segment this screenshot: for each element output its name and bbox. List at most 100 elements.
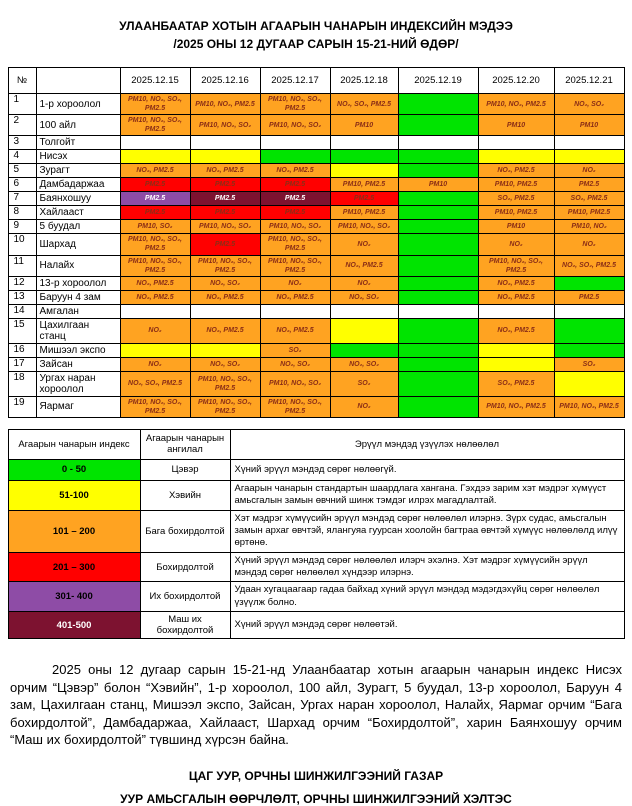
aqi-cell <box>553 135 625 151</box>
aqi-row: 14 Амгалан <box>7 303 625 319</box>
location-name: Хайлааст <box>35 205 121 221</box>
aqi-cell: PM2.5 <box>189 233 261 256</box>
aqi-cell <box>477 135 555 151</box>
aqi-cell: PM10, SO₂ <box>119 219 191 235</box>
aqi-cell: PM10, NO₂, SO₂, PM2.5 <box>189 395 261 418</box>
aqi-cell: NO₂, PM2.5 <box>259 163 331 179</box>
row-number: 1 <box>7 92 37 116</box>
aqi-cell: PM10, NO₂, PM2.5 <box>477 395 555 418</box>
aqi-cell <box>119 342 191 358</box>
aqi-cell: PM2.5 <box>189 191 261 207</box>
aqi-cell: PM2.5 <box>553 177 625 193</box>
location-name: Дамбадаржаа <box>35 177 121 193</box>
aqi-cell <box>397 205 479 221</box>
page-title: УЛААНБААТАР ХОТЫН АГААРЫН ЧАНАРЫН ИНДЕКС… <box>0 17 632 53</box>
aqi-cell: PM2.5 <box>259 177 331 193</box>
column-header-location <box>35 67 121 94</box>
aqi-range: 0 - 50 <box>7 458 141 481</box>
aqi-cell: SO₂, PM2.5 <box>553 191 625 207</box>
legend-row: 101 – 200 Бага бохирдолтой Хэт мэдрэг хүмү… <box>7 509 625 553</box>
row-number: 10 <box>7 233 37 256</box>
aqi-cell <box>397 233 479 256</box>
aqi-health-effect: Агаарын чанарын стандартын шаардлага хан… <box>229 479 625 511</box>
row-number: 12 <box>7 275 37 291</box>
aqi-cell: PM2.5 <box>553 289 625 305</box>
legend-row: 401-500 Маш их бохирдолтой Хүний эрүүл мэн… <box>7 611 625 640</box>
aqi-cell: PM10, NO₂, SO₂ <box>259 114 331 137</box>
aqi-cell: NO₂, SO₂ <box>189 275 261 291</box>
aqi-range: 401-500 <box>7 611 141 640</box>
aqi-cell: NO₂, PM2.5 <box>477 289 555 305</box>
aqi-cell: PM2.5 <box>189 205 261 221</box>
aqi-cell: PM10, NO₂, SO₂, PM2.5 <box>119 254 191 277</box>
aqi-health-effect: Хүний эрүүл мэндэд сөрөг нөлөөгүй. <box>229 458 625 481</box>
row-number: 2 <box>7 114 37 137</box>
aqi-cell: PM10 <box>329 114 399 137</box>
aqi-cell <box>397 163 479 179</box>
aqi-cell <box>397 342 479 358</box>
location-name: Мишээл экспо <box>35 342 121 358</box>
aqi-cell: NO₂, PM2.5 <box>189 289 261 305</box>
aqi-cell: PM2.5 <box>259 191 331 207</box>
aqi-cell: NO₂ <box>119 356 191 372</box>
location-name: Шархад <box>35 233 121 256</box>
aqi-cell: PM10, NO₂, SO₂ <box>259 219 331 235</box>
aqi-cell: NO₂, SO₂ <box>329 356 399 372</box>
aqi-cell <box>259 149 331 165</box>
aqi-cell: PM10, NO₂, PM2.5 <box>477 92 555 116</box>
title-line-1: УЛААНБААТАР ХОТЫН АГААРЫН ЧАНАРЫН ИНДЕКС… <box>119 19 513 33</box>
aqi-cell: PM10 <box>477 219 555 235</box>
aqi-cell: PM2.5 <box>119 205 191 221</box>
location-name: Цахилгаан станц <box>35 317 121 344</box>
column-header-num: № <box>7 67 37 94</box>
aqi-cell <box>397 114 479 137</box>
aqi-cell <box>329 149 399 165</box>
aqi-cell: NO₂, PM2.5 <box>119 163 191 179</box>
aqi-cell: NO₂ <box>553 233 625 256</box>
aqi-cell <box>553 303 625 319</box>
aqi-cell <box>259 135 331 151</box>
aqi-cell <box>397 370 479 397</box>
aqi-row: 5 Зурагт NO₂, PM2.5 NO₂, PM2.5 NO₂, PM2.5 NO₂… <box>7 163 625 179</box>
aqi-cell: NO₂, PM2.5 <box>119 289 191 305</box>
aqi-table-body: 1 1-р хороолол PM10, NO₂, SO₂, PM2.5 PM10, … <box>7 92 625 418</box>
aqi-row: 19 Яармаг PM10, NO₂, SO₂, PM2.5 PM10, NO₂, … <box>7 395 625 418</box>
location-name: Баруун 4 зам <box>35 289 121 305</box>
location-name: Ургах наран хороолол <box>35 370 121 397</box>
aqi-cell: NO₂ <box>259 275 331 291</box>
aqi-cell <box>397 92 479 116</box>
aqi-cell <box>189 149 261 165</box>
aqi-cell: PM2.5 <box>119 191 191 207</box>
aqi-cell <box>477 149 555 165</box>
location-name: Зурагт <box>35 163 121 179</box>
location-name: Баянхошуу <box>35 191 121 207</box>
aqi-row: 7 Баянхошуу PM2.5 PM2.5 PM2.5 PM2.5 SO₂, PM2.5… <box>7 191 625 207</box>
location-name: Амгалан <box>35 303 121 319</box>
aqi-category: Бага бохирдолтой <box>139 509 231 553</box>
aqi-cell <box>119 303 191 319</box>
aqi-cell <box>119 135 191 151</box>
aqi-row: 18 Ургах наран хороолол NO₂, SO₂, PM2.5 PM1… <box>7 370 625 397</box>
row-number: 16 <box>7 342 37 358</box>
aqi-cell <box>189 135 261 151</box>
aqi-cell <box>397 191 479 207</box>
aqi-cell: PM10, PM2.5 <box>553 205 625 221</box>
aqi-cell: PM10, NO₂, SO₂, PM2.5 <box>119 233 191 256</box>
aqi-cell: NO₂ <box>329 275 399 291</box>
legend-row: 0 - 50 Цэвэр Хүний эрүүл мэндэд сөрөг нөлө… <box>7 458 625 481</box>
footer-line-1: ЦАГ УУР, ОРЧНЫ ШИНЖИЛГЭЭНИЙ ГАЗАР <box>188 768 444 783</box>
aqi-row: 8 Хайлааст PM2.5 PM2.5 PM2.5 PM10, PM2.5 PM10,… <box>7 205 625 221</box>
column-header-date: 2025.12.19 <box>397 67 479 94</box>
aqi-cell: PM10, NO₂, SO₂ <box>189 219 261 235</box>
location-name: Яармаг <box>35 395 121 418</box>
aqi-row: 6 Дамбадаржаа PM2.5 PM2.5 PM2.5 PM10, PM2.5 PM… <box>7 177 625 193</box>
aqi-cell: NO₂, PM2.5 <box>329 254 399 277</box>
aqi-category: Их бохирдолтой <box>139 581 231 613</box>
aqi-cell <box>477 342 555 358</box>
location-name: 13-р хороолол <box>35 275 121 291</box>
aqi-cell <box>397 135 479 151</box>
column-header-date: 2025.12.17 <box>259 67 331 94</box>
row-number: 11 <box>7 254 37 277</box>
aqi-cell: PM10, NO₂, SO₂ <box>189 114 261 137</box>
column-header-date: 2025.12.21 <box>553 67 625 94</box>
